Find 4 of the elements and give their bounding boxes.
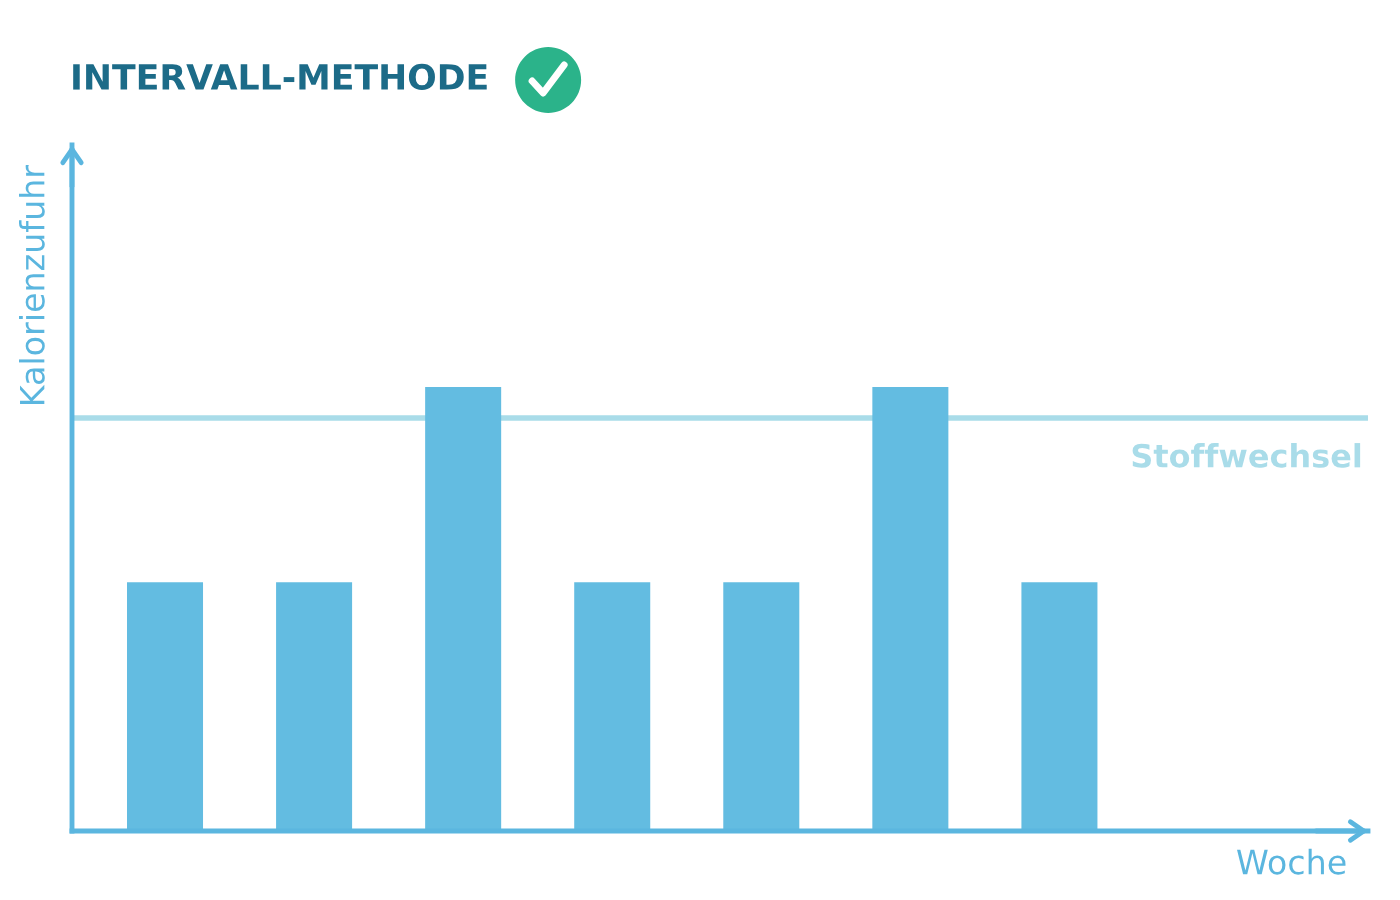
- chart-title: INTERVALL-METHODE: [73, 63, 487, 91]
- x-axis-title: Woche: [1237, 848, 1346, 875]
- y-axis-title: Kalorienzufuhr: [19, 165, 45, 404]
- ref-line-label: Stoffwechsel: [1132, 443, 1361, 468]
